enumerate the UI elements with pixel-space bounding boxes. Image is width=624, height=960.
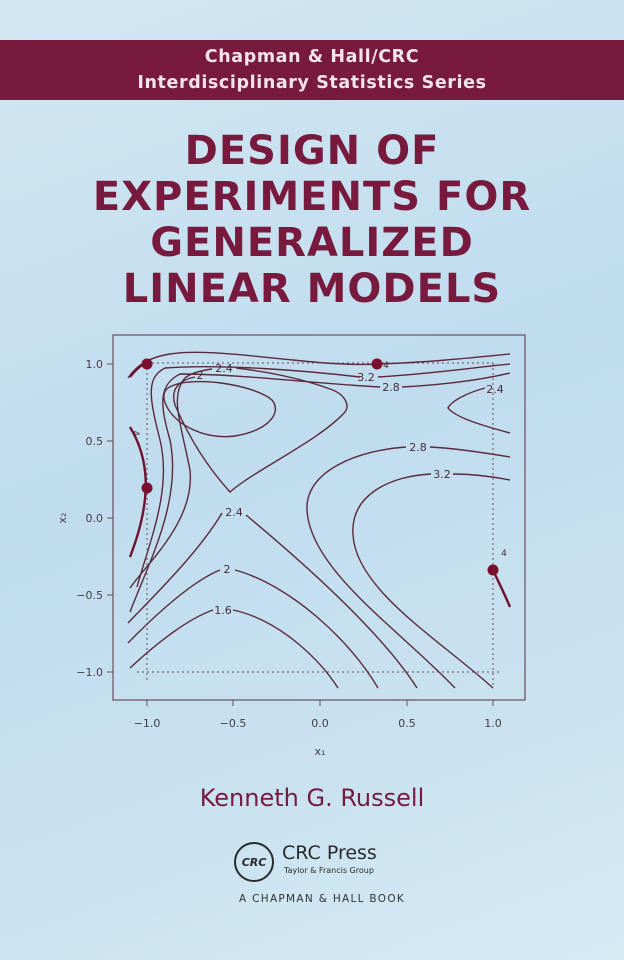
x-tick-label: 0.5 (398, 717, 416, 730)
crc-logo-icon: CRC (234, 842, 274, 882)
contour-label: 2 (197, 369, 204, 382)
publisher-logo: CRC CRC Press Taylor & Francis Group A C… (234, 842, 434, 912)
contour-2.8-top (129, 372, 511, 613)
design-point (141, 482, 153, 494)
title-line: DESIGN OF (184, 128, 440, 174)
y-tick-label: −0.5 (76, 589, 103, 602)
publisher-group: Taylor & Francis Group (284, 866, 374, 875)
design-point (371, 358, 383, 370)
design-region-dotted (137, 362, 500, 688)
contour-label: 1.6 (214, 604, 232, 617)
contour-label: 3.2 (433, 468, 451, 481)
title-line: LINEAR MODELS (122, 266, 502, 312)
contour-2 (127, 569, 379, 689)
y-tick-label: 0.0 (86, 512, 104, 525)
contour-label: 3.2 (357, 371, 375, 384)
contour-1.6 (129, 609, 339, 689)
contour-label: 4 (383, 361, 389, 371)
x-tick-label: −0.5 (220, 717, 247, 730)
x-tick-labels: −1.0 −0.5 0.0 0.5 1.0 (134, 717, 502, 730)
design-points (141, 358, 499, 576)
contour-2.4-right (447, 387, 511, 434)
y-axis-label: x₂ (56, 513, 69, 524)
y-tick-label: −1.0 (76, 666, 103, 679)
series-band: Chapman & Hall/CRC Interdisciplinary Sta… (0, 40, 624, 100)
contour-label: 2.4 (486, 383, 504, 396)
axis-ticks (107, 363, 494, 706)
y-tick-label: 1.0 (86, 358, 104, 371)
contour-label: 4 (130, 430, 141, 438)
x-tick-label: −1.0 (134, 717, 161, 730)
contour-label: 2.4 (225, 506, 243, 519)
publisher-imprint: A CHAPMAN & HALL BOOK (239, 893, 406, 905)
book-title: DESIGN OF EXPERIMENTS FOR GENERALIZED LI… (0, 128, 624, 312)
contour-2.8-right (306, 446, 511, 689)
contour-3.2-top (136, 363, 511, 588)
y-tick-label: 0.5 (86, 435, 104, 448)
contour-label-group: 2.4 2 3.2 2.8 2.4 2.8 3.2 2.4 2 1.6 4 4 … (130, 361, 508, 617)
title-line: GENERALIZED (150, 220, 474, 266)
contour-label: 2.8 (382, 381, 400, 394)
x-tick-label: 1.0 (484, 717, 502, 730)
contour-3.2-right (352, 473, 511, 689)
contour-lines (127, 351, 511, 689)
publisher-name: CRC Press (282, 842, 377, 864)
design-point (141, 358, 153, 370)
contour-label: 2.8 (409, 441, 427, 454)
series-line-1: Chapman & Hall/CRC (204, 47, 420, 67)
series-line-2: Interdisciplinary Statistics Series (137, 73, 487, 93)
thick-contours (128, 360, 512, 608)
contour-label: 2 (224, 563, 231, 576)
contour-2.4-lower (127, 512, 418, 689)
design-point (487, 564, 499, 576)
contour-label: 4 (501, 549, 507, 559)
title-line: EXPERIMENTS FOR (92, 174, 532, 220)
y-tick-labels: 1.0 0.5 0.0 −0.5 −1.0 (76, 358, 103, 679)
contour-2.4-x-upper (129, 367, 348, 589)
contour-top-outer (127, 351, 511, 379)
contour-2-oval (163, 380, 277, 438)
contour-label: 2.4 (215, 362, 233, 375)
x-tick-label: 0.0 (311, 717, 329, 730)
x-axis-label: x₁ (315, 745, 326, 758)
author-name: Kenneth G. Russell (199, 784, 425, 812)
